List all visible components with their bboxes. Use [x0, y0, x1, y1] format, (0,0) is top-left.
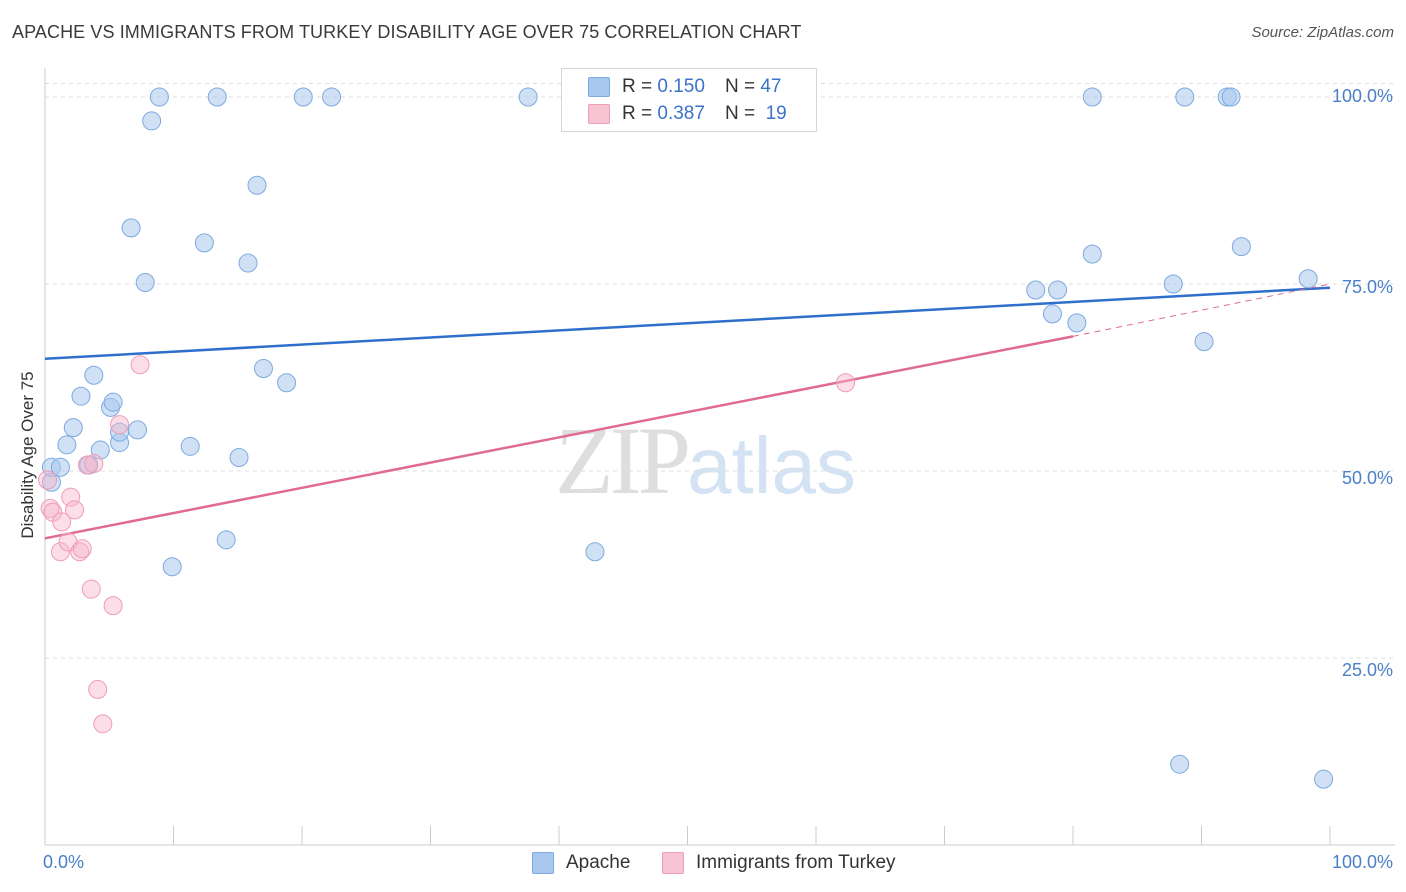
apache-point [322, 87, 342, 107]
turkey-point [50, 542, 70, 562]
n-value: 47 [760, 76, 782, 97]
apache-point [585, 542, 605, 562]
turkey-point [38, 470, 58, 490]
apache-point [1175, 87, 1195, 107]
r-label: R = [622, 76, 653, 97]
turkey-point [52, 512, 72, 532]
legend-label: Immigrants from Turkey [696, 852, 896, 873]
r-value: 0.150 [657, 76, 705, 97]
apache-point [1298, 269, 1318, 289]
apache-point [229, 448, 249, 468]
apache-point [50, 457, 70, 477]
turkey-point [130, 355, 150, 375]
apache-point [1067, 313, 1087, 333]
n-value: 19 [765, 103, 787, 124]
apache-swatch [588, 77, 610, 97]
apache-point [1082, 87, 1102, 107]
apache-point [238, 253, 258, 273]
grid [45, 83, 1395, 659]
apache-point [1163, 274, 1183, 294]
n-label: N = [724, 103, 756, 124]
apache-point [103, 392, 123, 412]
apache-point [135, 273, 155, 293]
turkey-trendline [1072, 283, 1331, 337]
apache-point [1194, 332, 1214, 352]
r-value: 0.387 [657, 103, 705, 124]
r-label: R = [622, 103, 653, 124]
turkey-point [40, 498, 60, 518]
apache-point [128, 420, 148, 440]
watermark-atlas: atlas [687, 421, 856, 510]
turkey-point [88, 679, 108, 699]
legend-item-apache: Apache [532, 852, 630, 874]
apache-point [63, 418, 83, 438]
axes [44, 68, 1395, 846]
apache-point [149, 87, 169, 107]
data-points [38, 87, 1334, 789]
apache-point [293, 87, 313, 107]
y-tick-label: 75.0% [1341, 277, 1393, 297]
apache-point [71, 386, 91, 406]
apache-point [207, 87, 227, 107]
apache-point [1048, 280, 1068, 300]
source-label: Source: ZipAtlas.com [1251, 24, 1394, 41]
y-tick-label: 25.0% [1341, 660, 1393, 680]
turkey-point [836, 373, 856, 393]
apache-point [162, 557, 182, 577]
turkey-point [93, 714, 113, 734]
apache-point [1082, 244, 1102, 264]
turkey-swatch [588, 104, 610, 124]
turkey-point [61, 487, 81, 507]
turkey-point [103, 596, 123, 616]
turkey-point [81, 579, 101, 599]
apache-point [277, 373, 297, 393]
turkey-point [72, 539, 92, 559]
turkey-trendline [44, 335, 1074, 540]
correlation-legend: R = 0.150 N = 47 R = 0.387 N = 19 [561, 68, 817, 132]
apache-point [216, 530, 236, 550]
apache-point [142, 111, 162, 131]
apache-trendline [44, 286, 1331, 361]
turkey-point [110, 415, 130, 435]
turkey-point [65, 500, 85, 520]
apache-point [1170, 754, 1190, 774]
apache-point [518, 87, 538, 107]
legend-row-apache: R = 0.150 N = 47 [588, 76, 781, 98]
apache-point [253, 359, 273, 379]
x-tick-label: 100.0% [1331, 852, 1393, 872]
y-tick-label: 100.0% [1331, 86, 1393, 106]
apache-point [247, 175, 267, 195]
apache-point [1042, 304, 1062, 324]
turkey-point [77, 455, 97, 475]
apache-point [121, 218, 141, 238]
apache-point [84, 365, 104, 385]
apache-point [1026, 280, 1046, 300]
legend-item-turkey: Immigrants from Turkey [662, 852, 896, 874]
trendlines [44, 283, 1331, 540]
legend-label: Apache [566, 852, 631, 873]
turkey-point [84, 454, 104, 474]
apache-point [1221, 87, 1241, 107]
apache-point [1231, 237, 1251, 257]
apache-point [57, 435, 77, 455]
turkey-point [70, 542, 90, 562]
apache-swatch [532, 852, 554, 874]
turkey-swatch [662, 852, 684, 874]
y-axis-label: Disability Age Over 75 [18, 371, 37, 539]
apache-point [180, 436, 200, 456]
apache-point [1314, 769, 1334, 789]
legend-row-turkey: R = 0.387 N = 19 [588, 103, 787, 125]
x-tick-label: 0.0% [43, 852, 85, 872]
chart-title: APACHE VS IMMIGRANTS FROM TURKEY DISABIL… [12, 22, 802, 42]
y-tick-label: 50.0% [1341, 468, 1393, 488]
apache-point [194, 233, 214, 253]
n-label: N = [724, 76, 756, 97]
